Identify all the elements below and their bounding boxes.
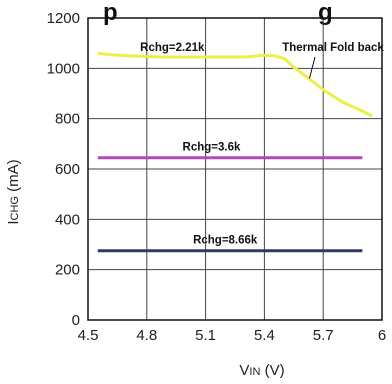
annotation-label-2: Rchg=3.6k — [183, 141, 241, 153]
x-tick-label: 6 — [378, 327, 386, 344]
x-axis-title: VIN (V) — [239, 362, 284, 379]
y-tick-label: 200 — [55, 262, 80, 279]
y-tick-label: 800 — [55, 111, 80, 128]
series-line-1 — [97, 51, 373, 118]
y-tick-label: 400 — [55, 211, 80, 228]
title-fragment: p — [103, 0, 118, 26]
grid — [88, 18, 382, 320]
annotation-layer: Rchg=2.21k Rchg=3.6k Rchg=8.66k Thermal Fol… — [140, 42, 384, 247]
x-tick-labels: 4.5 4.8 5.1 5.4 5.7 6 — [78, 327, 387, 344]
y-tick-label: 1200 — [47, 10, 80, 27]
y-tick-labels: 0 200 400 600 800 1000 1200 — [47, 10, 80, 329]
y-tick-label: 600 — [55, 161, 80, 178]
annotation-arrow-4 — [308, 56, 316, 79]
x-tick-label: 5.4 — [254, 327, 275, 344]
plot-frame — [87, 17, 383, 321]
annotation-label-3: Rchg=8.66k — [193, 234, 258, 246]
y-axis-title: ICHG (mA) — [5, 159, 22, 224]
annotation-label-1: Rchg=2.21k — [140, 42, 205, 54]
y-tick-label: 1000 — [47, 60, 80, 77]
y-tick-label: 0 — [72, 312, 80, 329]
series-layer — [97, 51, 373, 253]
x-tick-label: 5.7 — [313, 327, 334, 344]
x-tick-label: 4.5 — [78, 327, 99, 344]
annotation-label-4: Thermal Fold back — [282, 42, 384, 54]
x-tick-label: 5.1 — [195, 327, 216, 344]
title-fragment-2: g — [318, 0, 333, 26]
x-tick-label: 4.8 — [136, 327, 157, 344]
